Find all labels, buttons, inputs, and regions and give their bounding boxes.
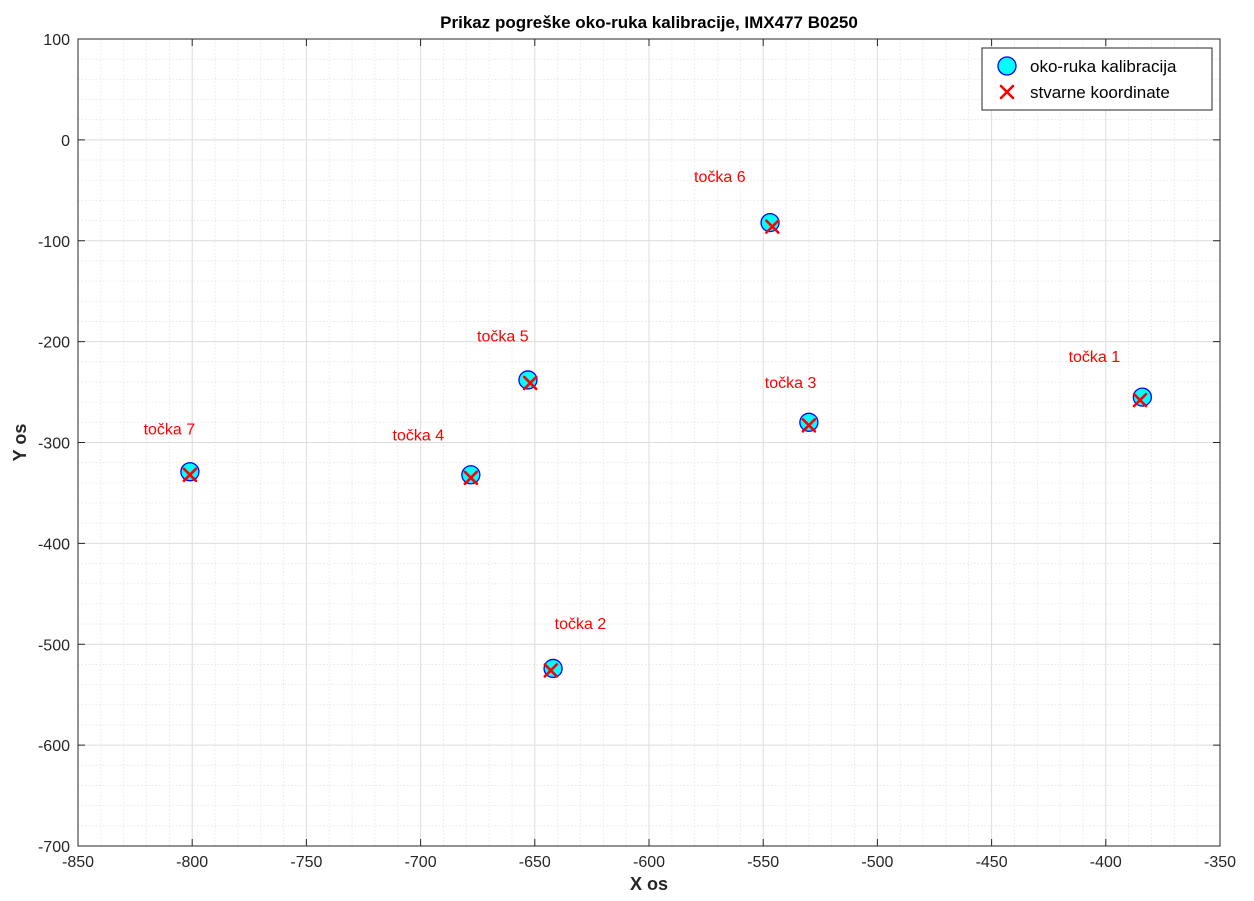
point-annotation-label: točka 6 bbox=[694, 169, 746, 186]
legend-label-oko-ruka-kalibracija: oko-ruka kalibracija bbox=[1030, 57, 1177, 76]
x-marker-stroke bbox=[522, 375, 538, 391]
x-tick-label: -800 bbox=[176, 854, 208, 871]
true-coordinate-marker bbox=[801, 418, 817, 433]
x-marker-stroke bbox=[1132, 392, 1148, 408]
x-tick-label: -350 bbox=[1204, 854, 1236, 871]
x-tick-label: -500 bbox=[861, 854, 893, 871]
calibration-point-marker bbox=[180, 462, 200, 482]
x-tick-label: -700 bbox=[405, 854, 437, 871]
chart-title: Prikaz pogreške oko-ruka kalibracije, IM… bbox=[440, 13, 858, 32]
legend-label-stvarne-koordinate: stvarne koordinate bbox=[1030, 83, 1170, 102]
point-annotations: točka 1 točka 2 točka 3 točka 4 točka 5 točka… bbox=[144, 169, 1121, 633]
true-coordinate-marker bbox=[543, 663, 559, 678]
x-tick-label: -750 bbox=[290, 854, 322, 871]
y-axis-ticks: 100 0 -100 -200 -300 -400 -500 -600 -700 bbox=[38, 32, 1220, 856]
x-tick-label: -650 bbox=[519, 854, 551, 871]
x-marker-stroke bbox=[765, 219, 780, 234]
x-axis-label: X os bbox=[630, 874, 668, 894]
y-tick-label: 0 bbox=[61, 133, 70, 150]
point-annotation-label: točka 1 bbox=[1069, 349, 1121, 366]
x-tick-label: -600 bbox=[633, 854, 665, 871]
x-marker-stroke bbox=[801, 418, 817, 433]
x-axis-ticks: -850 -800 -750 -700 -650 -600 -550 -500 -450 -400… bbox=[62, 39, 1236, 871]
series-stvarne-koordinate bbox=[182, 219, 1148, 678]
legend-x-stroke bbox=[999, 84, 1015, 100]
y-tick-label: -400 bbox=[38, 536, 70, 553]
point-annotation-label: točka 5 bbox=[477, 329, 529, 346]
true-coordinate-marker bbox=[522, 375, 538, 391]
x-tick-label: -550 bbox=[747, 854, 779, 871]
point-annotation-label: točka 3 bbox=[765, 375, 817, 392]
y-tick-label: 100 bbox=[43, 32, 70, 49]
true-coordinate-marker bbox=[1132, 392, 1148, 408]
point-annotation-label: točka 2 bbox=[555, 616, 607, 633]
legend-circle-marker bbox=[997, 56, 1017, 76]
true-coordinate-marker bbox=[765, 219, 780, 234]
y-tick-label: -500 bbox=[38, 637, 70, 654]
y-tick-label: -600 bbox=[38, 738, 70, 755]
x-tick-label: -450 bbox=[976, 854, 1008, 871]
point-annotation-label: točka 7 bbox=[144, 421, 196, 438]
x-tick-label: -400 bbox=[1090, 854, 1122, 871]
x-tick-label: -850 bbox=[62, 854, 94, 871]
y-axis-label: Y os bbox=[10, 424, 30, 462]
x-marker-stroke bbox=[182, 467, 198, 483]
y-tick-label: -100 bbox=[38, 234, 70, 251]
point-annotation-label: točka 4 bbox=[393, 427, 445, 444]
true-coordinate-marker bbox=[463, 470, 479, 486]
true-coordinate-marker bbox=[182, 467, 198, 483]
legend-x-marker bbox=[999, 84, 1015, 100]
y-tick-label: -700 bbox=[38, 839, 70, 856]
legend: oko-ruka kalibracija stvarne koordinate bbox=[981, 47, 1213, 111]
calibration-point-marker bbox=[799, 412, 819, 432]
x-marker-stroke bbox=[463, 470, 479, 486]
y-tick-label: -200 bbox=[38, 335, 70, 352]
x-marker-stroke bbox=[543, 663, 559, 678]
y-tick-label: -300 bbox=[38, 436, 70, 453]
calibration-point-marker bbox=[461, 465, 481, 485]
legend-box bbox=[981, 47, 1213, 111]
